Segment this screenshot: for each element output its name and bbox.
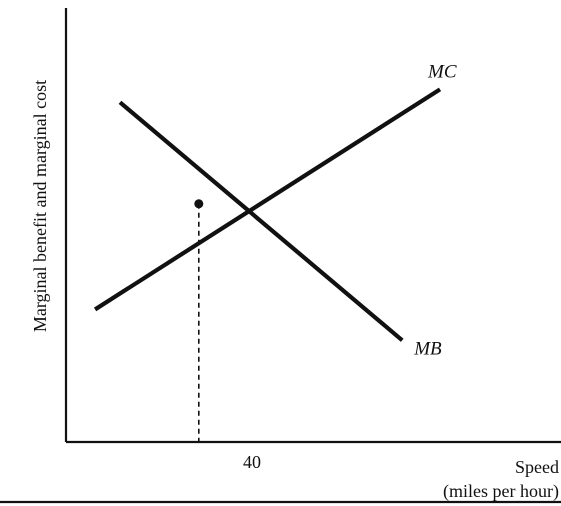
chart-marks: MC MB: [93, 61, 457, 442]
mb-label: MB: [413, 338, 442, 359]
mc-curve: [93, 87, 442, 312]
x-axis-label-line2: (miles per hour): [443, 481, 559, 502]
plot-area: MC MB: [0, 8, 561, 504]
mb-curve: [118, 100, 404, 342]
x-axis-label-line1: Speed: [515, 457, 559, 477]
intersection-point: [194, 199, 204, 209]
mc-label: MC: [427, 61, 457, 82]
y-axis-label: Marginal benefit and marginal cost: [30, 80, 50, 332]
x-tick-label-40: 40: [243, 452, 261, 472]
